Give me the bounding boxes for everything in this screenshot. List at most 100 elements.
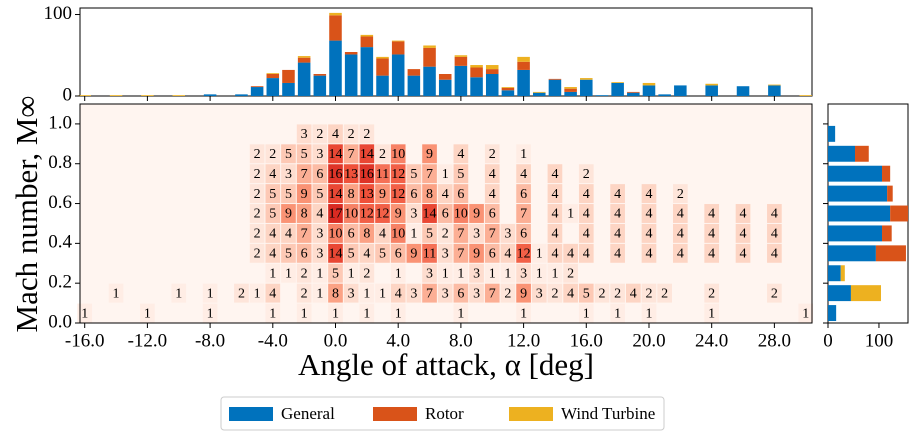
cell-label: 1 [442,266,449,281]
heatmap-cell [359,184,375,204]
heatmap-cell [484,144,500,164]
heatmap-cell [672,184,688,204]
heatmap-cell [281,263,296,283]
cell-label: 4 [583,227,590,242]
heatmap-cell [296,124,312,144]
heatmap-cell [578,283,594,303]
heatmap-cell [281,243,296,263]
cell-label: 4 [614,207,621,222]
cell-label: 2 [567,266,574,281]
heatmap-cell [469,243,484,263]
cell-label: 3 [473,227,480,242]
cell-label: 4 [677,207,684,222]
heatmap-cell [672,243,688,263]
bar-segment [203,94,217,96]
heatmap-cell [484,184,500,204]
heatmap-cell [641,303,657,323]
cell-label: 4 [645,207,652,222]
cell-label: 4 [363,247,370,262]
heatmap-cell [704,204,720,223]
heatmap-cell [406,223,422,243]
cell-label: 4 [771,207,778,222]
bar-segment [329,12,342,16]
heatmap-cell [406,243,422,263]
heatmap-cell [516,204,531,223]
bar-segment [376,75,389,96]
bar-segment [564,88,577,92]
cell-label: 7 [301,227,308,242]
heatmap-cell [437,243,453,263]
cell-label: 7 [520,207,527,222]
bar-segment [580,78,593,80]
cell-label: 8 [301,207,308,222]
cell-label: 4 [520,167,527,182]
heatmap-cell [704,223,720,243]
heatmap-cell [390,283,406,303]
cell-label: 12 [360,207,374,222]
cell-label: 4 [285,227,292,242]
heatmap-cell [422,223,437,243]
heatmap-cell [296,303,312,323]
heatmap-cell [516,303,531,323]
cell-label: 4 [583,247,590,262]
heatmap-cell [516,164,531,184]
heatmap-cell [578,303,594,323]
heatmap-cell [265,184,281,204]
cell-label: 12 [517,247,531,262]
cell-label: 10 [391,147,405,162]
heatmap-cell [610,204,625,223]
heatmap-cell [672,204,688,223]
heatmap-cell [516,263,531,283]
bar-segment [297,56,311,58]
bar-segment [485,65,499,70]
bar-segment [828,225,883,242]
cell-label: 1 [254,286,261,301]
heatmap-cell [547,283,563,303]
cell-label: 4 [316,207,323,222]
x-tick-label: 28.0 [758,330,791,351]
cell-label: 4 [740,207,747,222]
heatmap-cell [641,243,657,263]
cell-label: 3 [442,247,449,262]
heatmap-cell [437,263,453,283]
cell-label: 9 [285,207,292,222]
cell-label: 5 [285,247,292,262]
heatmap-cell [312,184,328,204]
bar-segment [882,165,891,182]
cell-label: 13 [344,167,358,182]
heatmap-cell [547,263,563,283]
heatmap-cell [202,303,218,323]
x-tick-label: -16.0 [65,330,105,351]
cell-label: 5 [285,187,292,202]
cell-label: 3 [426,266,433,281]
heatmap-cell [249,283,265,303]
heatmap-cell [547,164,563,184]
cell-label: 7 [426,286,433,301]
cell-label: 1 [614,306,621,321]
heatmap-cell [641,204,657,223]
heatmap-cell [249,144,265,164]
heatmap-cell [453,184,469,204]
bar-segment [501,87,515,88]
cell-label: 4 [771,227,778,242]
heatmap-cell [453,144,469,164]
cell-label: 7 [489,227,496,242]
x-tick-label: 0 [823,330,833,351]
cell-label: 12 [391,187,405,202]
bar-segment [501,87,515,91]
heatmap-cell [547,204,563,223]
heatmap-cell [735,243,751,263]
x-tick-label: 20.0 [632,330,665,351]
cell-label: 2 [348,127,355,142]
cell-label: 4 [551,227,558,242]
cell-label: 1 [144,306,151,321]
heatmap-cell [390,164,406,184]
cell-label: 6 [410,187,417,202]
cell-label: 6 [348,227,355,242]
heatmap-cell [516,243,531,263]
cell-label: 3 [316,247,323,262]
heatmap-cell [249,204,265,223]
heatmap-cell [265,243,281,263]
bar-segment [297,57,311,63]
cell-label: 2 [254,207,261,222]
